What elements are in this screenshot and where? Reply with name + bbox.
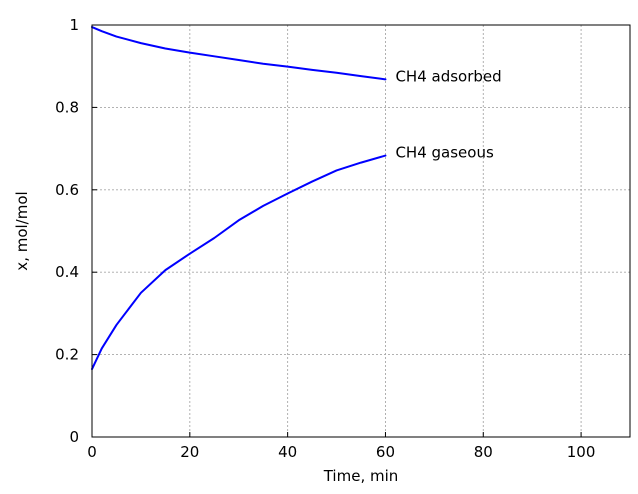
y-tick-label: 0.4 [55, 263, 79, 281]
y-tick-label: 0.6 [55, 181, 79, 199]
grid [92, 25, 630, 437]
x-tick-label: 100 [567, 443, 596, 461]
ticks: 0 20 40 60 80 100 0 0.2 0.4 0.6 0.8 1 [55, 16, 595, 461]
x-tick-label: 40 [278, 443, 297, 461]
y-axis-title: x, mol/mol [13, 191, 31, 270]
x-axis-title: Time, min [323, 467, 399, 485]
x-tick-label: 20 [180, 443, 199, 461]
x-tick-label: 60 [376, 443, 395, 461]
x-tick-label: 0 [87, 443, 97, 461]
y-tick-label: 0 [69, 428, 79, 446]
plot-frame [91, 24, 631, 438]
series-line-2 [91, 154, 387, 371]
y-tick-label: 1 [69, 16, 79, 34]
series-annotation: CH4 gaseous [395, 144, 494, 162]
y-tick-label: 0.2 [55, 346, 79, 364]
series-layer [91, 26, 387, 371]
series-line-1 [91, 26, 387, 81]
labels: Time, min x, mol/mol CH4 adsorbed CH4 gas… [13, 67, 502, 485]
series-annotation: CH4 adsorbed [395, 67, 501, 85]
y-tick-label: 0.8 [55, 98, 79, 116]
x-tick-label: 80 [474, 443, 493, 461]
